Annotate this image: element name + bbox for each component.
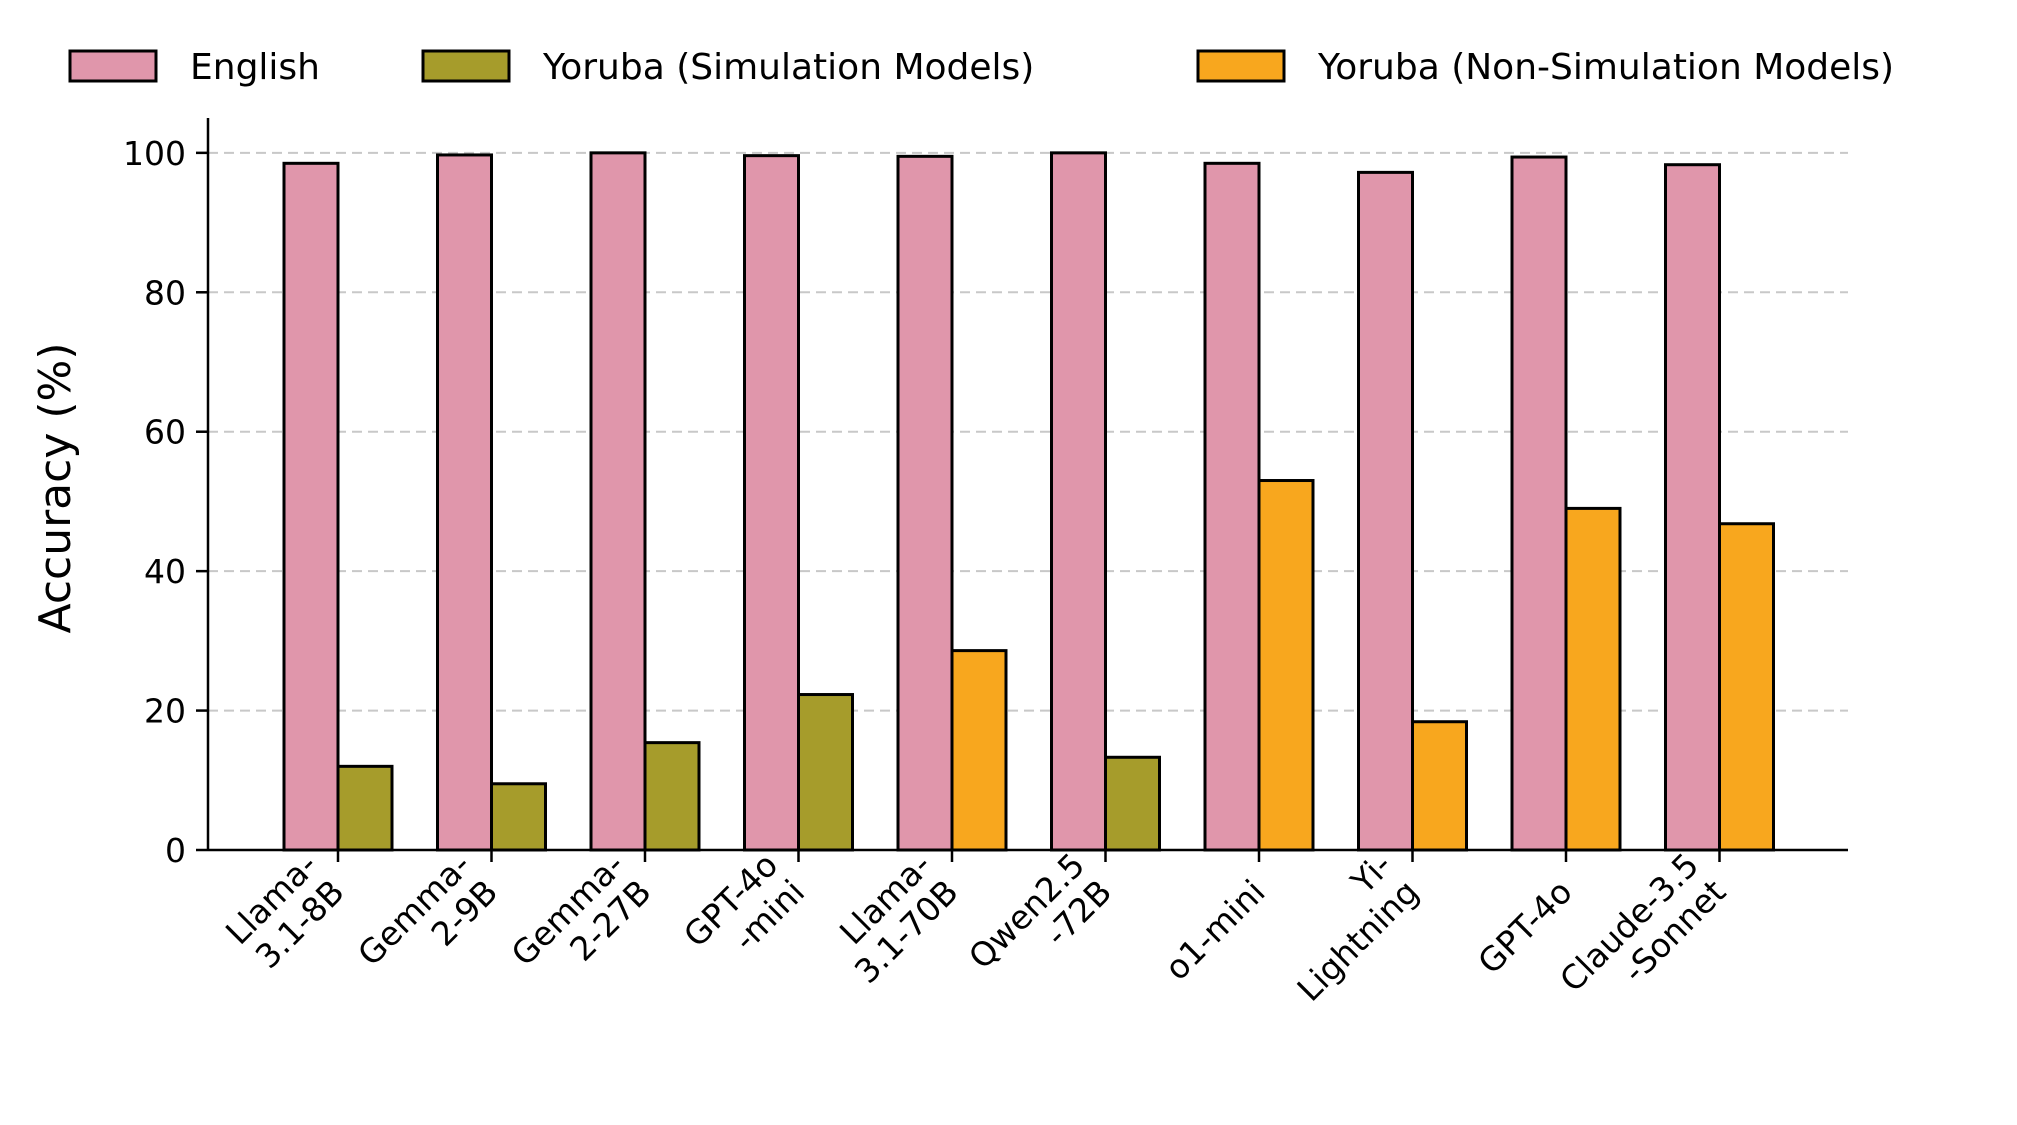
x-tick-label-9: Claude-3.5-Sonnet — [1552, 845, 1733, 1026]
y-tick-label-40: 40 — [144, 552, 186, 591]
legend-swatch-1 — [421, 49, 511, 83]
x-tick-label-5: Qwen2.5-72B — [961, 845, 1119, 1003]
x-tick-label-0: Llama-3.1-8B — [218, 845, 352, 979]
bar-english-8 — [1510, 155, 1568, 852]
bar-yoruba-8 — [1564, 506, 1622, 852]
x-tick-label-7: Yi-Lightning — [1263, 845, 1427, 1009]
bars — [282, 151, 1775, 852]
x-tick-label-1: Gemma-2-9B — [350, 845, 505, 1000]
bar-yoruba-5 — [1104, 755, 1161, 852]
legend-label-2: Yoruba (Non-Simulation Models) — [1317, 47, 1894, 88]
y-tick-label-80: 80 — [144, 273, 186, 312]
axes — [206, 118, 1848, 852]
bar-english-3 — [743, 154, 800, 852]
legend-swatch-2 — [1196, 49, 1286, 83]
y-tick-label-20: 20 — [144, 692, 186, 731]
x-tick-label-6: o1-mini — [1157, 872, 1273, 988]
bar-english-5 — [1050, 151, 1107, 852]
bar-english-7 — [1357, 170, 1414, 852]
bar-yoruba-6 — [1257, 479, 1315, 852]
x-tick-label-2: Gemma-2-27B — [504, 845, 659, 1000]
bar-yoruba-4 — [950, 649, 1008, 852]
y-axis-label: Accuracy (%) — [30, 342, 81, 633]
y-tick-label-100: 100 — [123, 134, 186, 173]
bar-english-0 — [282, 161, 340, 852]
legend-swatch-0 — [68, 49, 158, 83]
legend-label-1: Yoruba (Simulation Models) — [542, 47, 1034, 88]
y-tick-label-0: 0 — [165, 831, 186, 870]
y-ticks: 0 20 40 60 80 100 — [123, 134, 208, 870]
bar-english-6 — [1203, 161, 1261, 852]
bar-yoruba-7 — [1411, 720, 1468, 852]
legend-label-0: English — [190, 47, 320, 88]
bar-english-4 — [896, 154, 954, 852]
bar-yoruba-9 — [1718, 522, 1775, 852]
x-tick-label-3: GPT-4o-mini — [676, 845, 812, 981]
legend: English Yoruba (Simulation Models) Yoruba … — [68, 47, 1894, 88]
bar-yoruba-2 — [643, 741, 701, 852]
x-tick-label-4: Llama-3.1-70B — [820, 845, 966, 991]
bar-yoruba-1 — [490, 782, 547, 852]
bar-english-2 — [589, 151, 647, 852]
y-tick-label-60: 60 — [144, 413, 186, 452]
bar-english-1 — [436, 153, 493, 852]
bar-yoruba-0 — [336, 764, 394, 852]
bar-yoruba-3 — [797, 693, 854, 852]
bar-english-9 — [1664, 163, 1721, 852]
